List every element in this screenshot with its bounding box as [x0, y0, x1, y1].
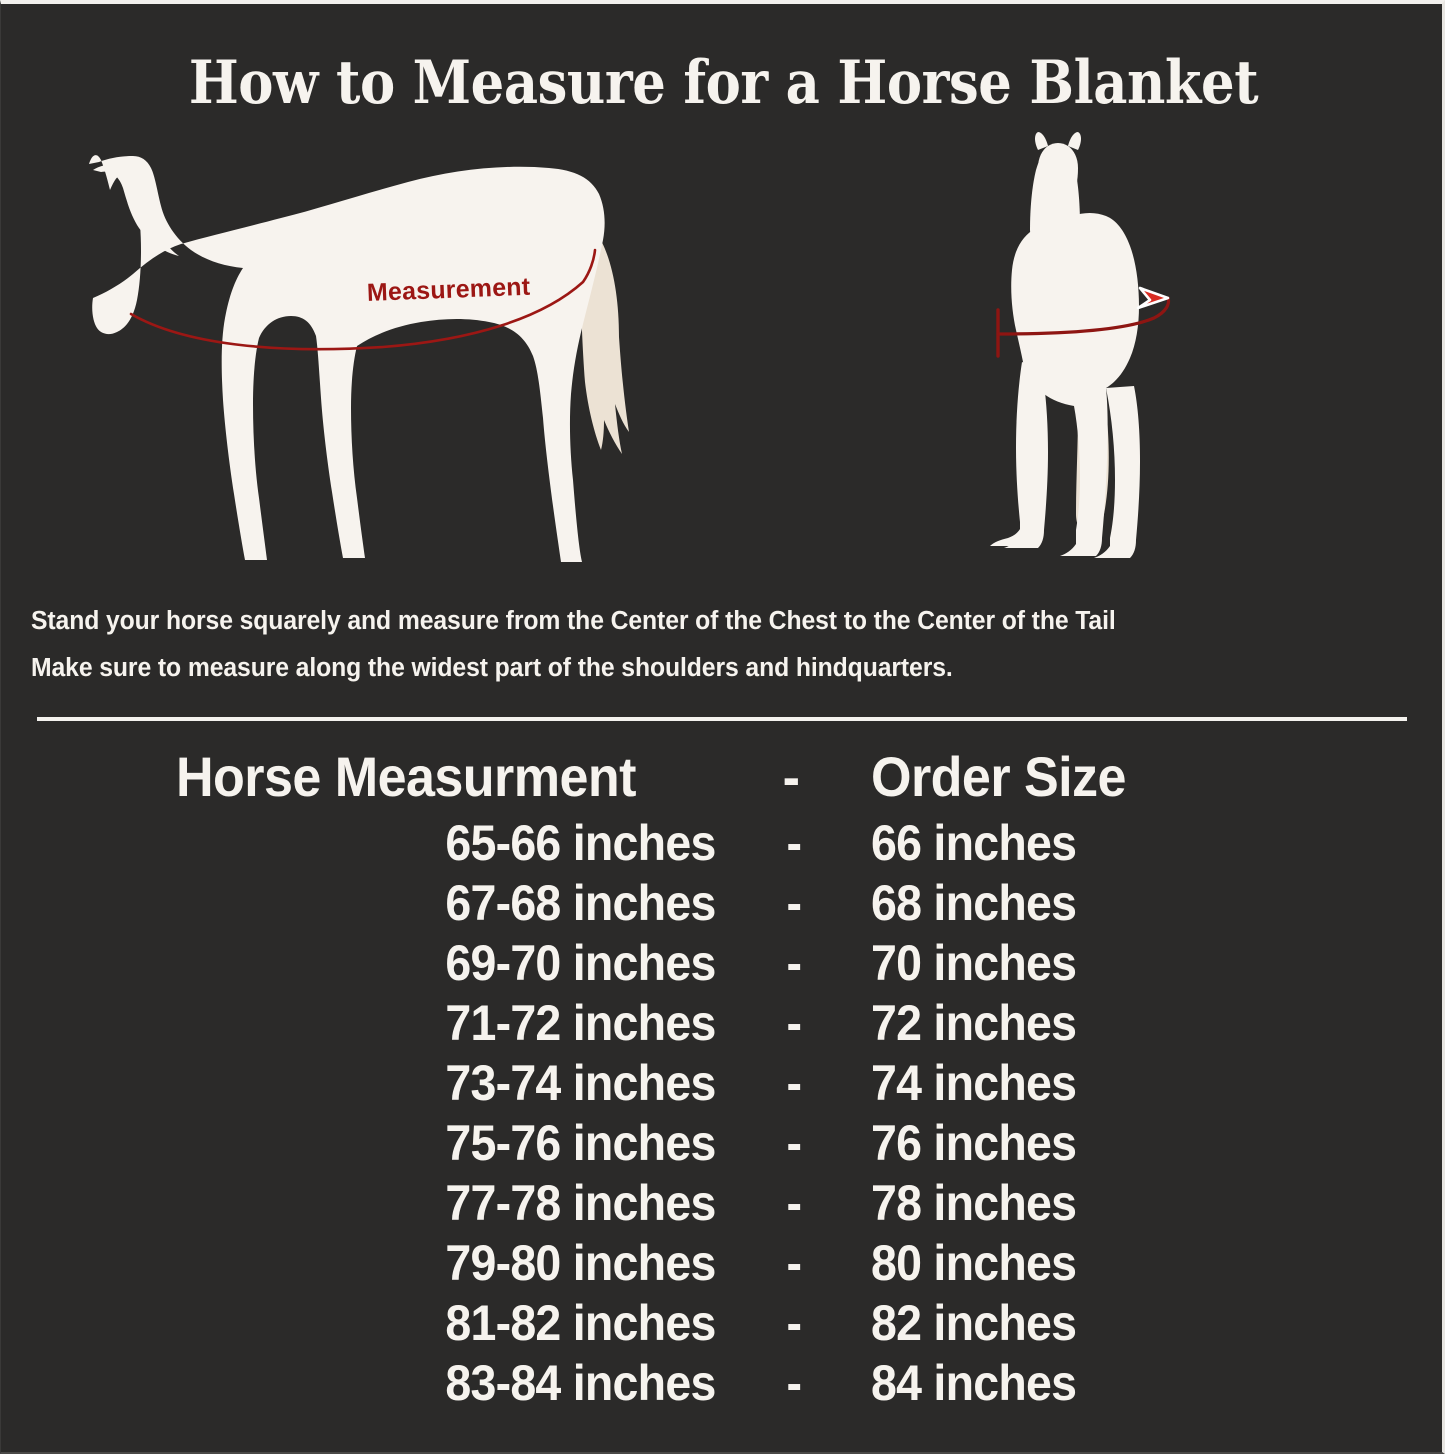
cell-measurement: 69-70 inches: [445, 935, 717, 991]
cell-separator: -: [786, 875, 801, 931]
cell-order-size: 80 inches: [871, 1235, 1077, 1291]
column-header-separator: -: [782, 744, 800, 808]
instructions-text: Stand your horse squarely and measure fr…: [31, 598, 1379, 692]
cell-separator: -: [786, 1355, 801, 1411]
cell-separator: -: [786, 1175, 801, 1231]
page-title: How to Measure for a Horse Blanket: [188, 48, 1259, 118]
cell-measurement: 81-82 inches: [445, 1295, 717, 1351]
cell-separator: -: [786, 935, 801, 991]
cell-measurement: 65-66 inches: [445, 815, 717, 871]
instructions-line-2: Make sure to measure along the widest pa…: [31, 654, 953, 682]
cell-measurement: 83-84 inches: [445, 1355, 717, 1411]
cell-order-size: 66 inches: [871, 815, 1077, 871]
cell-measurement: 79-80 inches: [445, 1235, 717, 1291]
cell-measurement: 75-76 inches: [445, 1115, 717, 1171]
cell-order-size: 70 inches: [871, 935, 1077, 991]
table-row: 67-68 inches - 68 inches: [1, 873, 1442, 933]
cell-separator: -: [786, 1295, 801, 1351]
table-row: 69-70 inches - 70 inches: [1, 933, 1442, 993]
table-row: 65-66 inches - 66 inches: [1, 813, 1442, 873]
cell-order-size: 72 inches: [871, 995, 1077, 1051]
cell-separator: -: [786, 1235, 801, 1291]
column-header-order-size: Order Size: [871, 744, 1126, 808]
table-row: 79-80 inches - 80 inches: [1, 1233, 1442, 1293]
section-divider: [37, 717, 1407, 721]
illustration-area: Measurement: [1, 124, 1442, 584]
cell-order-size: 76 inches: [871, 1115, 1077, 1171]
cell-separator: -: [786, 995, 801, 1051]
table-row: 75-76 inches - 76 inches: [1, 1113, 1442, 1173]
cell-separator: -: [786, 1115, 801, 1171]
cell-measurement: 77-78 inches: [445, 1175, 717, 1231]
column-header-measurement: Horse Measurment: [176, 744, 637, 808]
horse-rear-view: [990, 132, 1171, 558]
size-chart-table: Horse Measurment - Order Size 65-66 inch…: [1, 739, 1442, 1413]
cell-order-size: 78 inches: [871, 1175, 1077, 1231]
table-row: 77-78 inches - 78 inches: [1, 1173, 1442, 1233]
cell-order-size: 84 inches: [871, 1355, 1077, 1411]
cell-separator: -: [786, 815, 801, 871]
horse-side-view: [89, 155, 629, 562]
cell-measurement: 71-72 inches: [445, 995, 717, 1051]
cell-order-size: 82 inches: [871, 1295, 1077, 1351]
table-row: 81-82 inches - 82 inches: [1, 1293, 1442, 1353]
cell-measurement: 73-74 inches: [445, 1055, 717, 1111]
cell-order-size: 68 inches: [871, 875, 1077, 931]
cell-measurement: 67-68 inches: [445, 875, 717, 931]
table-row: 73-74 inches - 74 inches: [1, 1053, 1442, 1113]
table-header-row: Horse Measurment - Order Size: [1, 739, 1442, 813]
table-row: 83-84 inches - 84 inches: [1, 1353, 1442, 1413]
table-row: 71-72 inches - 72 inches: [1, 993, 1442, 1053]
instructions-line-1: Stand your horse squarely and measure fr…: [31, 607, 1116, 635]
cell-separator: -: [786, 1055, 801, 1111]
cell-order-size: 74 inches: [871, 1055, 1077, 1111]
